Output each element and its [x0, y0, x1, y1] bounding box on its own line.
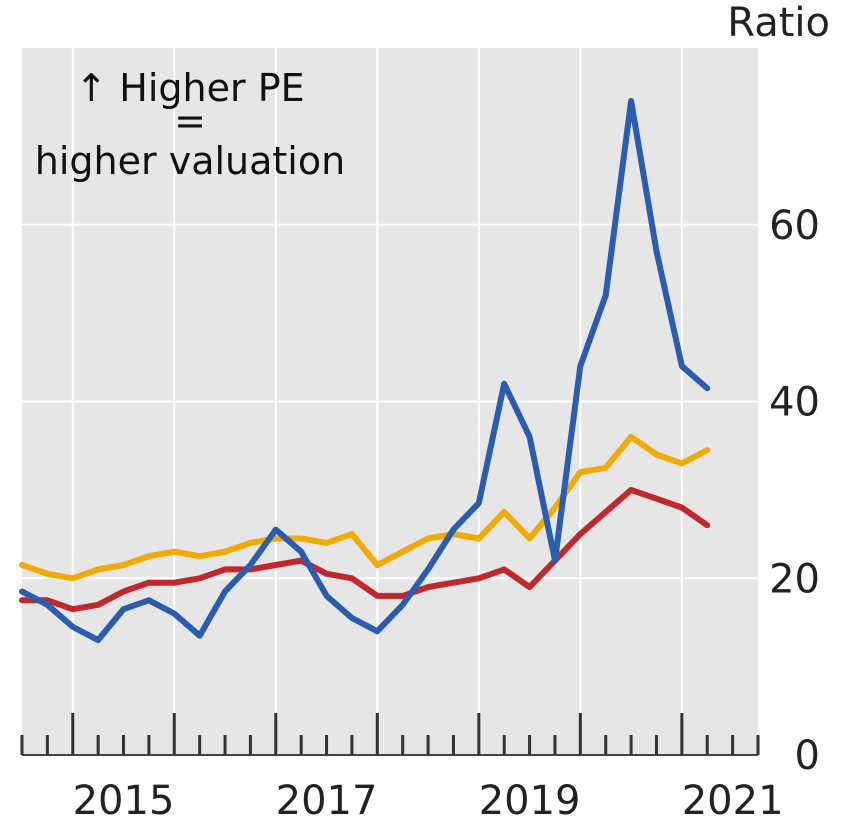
y-tick-label-0: 0: [795, 733, 820, 779]
annotation-line-3: higher valuation: [35, 139, 345, 183]
series-line-2: [19, 486, 711, 613]
x-tick-label-1: 2017: [276, 778, 378, 824]
annotation-line-2: =: [174, 99, 206, 143]
x-tick-label-2: 2019: [479, 778, 581, 824]
plot-area: ↑ Higher PE = higher valuation: [19, 48, 758, 755]
y-axis-label: Ratio: [727, 0, 830, 46]
x-tick-label-3: 2021: [682, 778, 784, 824]
series-line-1: [19, 433, 711, 582]
annotation-line-1: ↑ Higher PE: [75, 66, 304, 110]
series-lines: [19, 98, 711, 644]
series-line-0: [19, 98, 711, 644]
grid: [22, 48, 758, 755]
y-tick-label-3: 60: [769, 203, 820, 249]
axes: 0 20 40 60 2015 2017 2019 2021: [20, 203, 820, 824]
y-tick-label-2: 40: [769, 380, 820, 426]
x-tick-label-0: 2015: [73, 778, 175, 824]
y-tick-label-1: 20: [769, 556, 820, 602]
